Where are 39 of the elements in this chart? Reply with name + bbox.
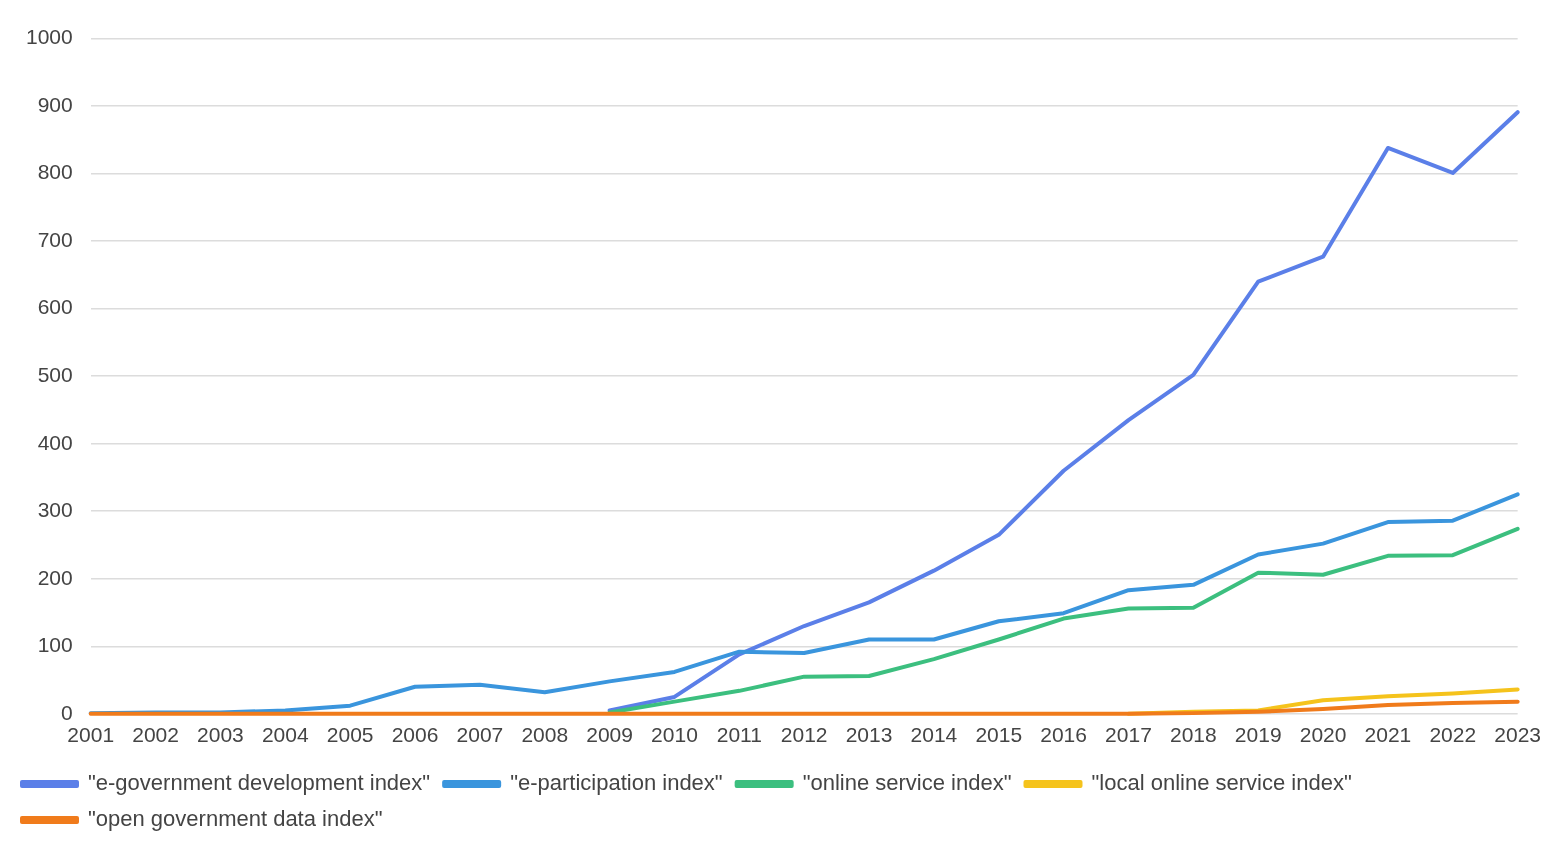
x-tick-label: 2009	[586, 723, 633, 747]
x-tick-label: 2019	[1234, 723, 1282, 747]
x-tick-label: 2008	[521, 723, 569, 747]
x-tick-label: 2014	[910, 723, 958, 747]
x-tick-label: 2022	[1429, 723, 1477, 747]
y-tick-label: 600	[37, 295, 73, 319]
x-tick-label: 2002	[132, 723, 179, 747]
legend-label: "online service index"	[802, 770, 1012, 796]
x-tick-label: 2023	[1494, 723, 1541, 747]
x-tick-label: 2017	[1105, 723, 1152, 747]
legend-label: "e-government development index"	[88, 770, 431, 796]
y-tick-label: 100	[37, 633, 73, 657]
y-tick-label: 700	[37, 227, 73, 251]
legend-label: "local online service index"	[1091, 770, 1352, 796]
x-tick-label: 2020	[1299, 723, 1347, 747]
x-tick-label: 2018	[1169, 723, 1217, 747]
x-tick-label: 2011	[716, 723, 762, 747]
x-tick-label: 2007	[456, 723, 504, 747]
x-tick-label: 2001	[67, 723, 115, 747]
y-tick-label: 800	[37, 160, 73, 184]
x-tick-label: 2015	[975, 723, 1023, 747]
y-tick-label: 500	[37, 363, 73, 386]
x-tick-label: 2016	[1040, 723, 1087, 747]
x-tick-label: 2012	[780, 723, 828, 747]
y-tick-label: 400	[37, 430, 73, 454]
x-tick-label: 2005	[326, 723, 374, 747]
x-tick-label: 2006	[391, 723, 439, 747]
x-tick-label: 2021	[1364, 723, 1412, 747]
legend-label: "e-participation index"	[510, 770, 723, 796]
x-tick-label: 2010	[651, 723, 698, 747]
legend-label: "open government data index"	[88, 806, 383, 832]
y-tick-label: 900	[37, 92, 73, 116]
x-tick-label: 2013	[845, 723, 893, 747]
y-tick-label: 300	[37, 498, 73, 522]
y-tick-label: 200	[37, 565, 73, 589]
y-tick-label: 0	[61, 700, 73, 724]
x-tick-label: 2003	[197, 723, 244, 747]
x-tick-label: 2004	[261, 723, 309, 747]
y-tick-label: 1000	[26, 25, 73, 49]
